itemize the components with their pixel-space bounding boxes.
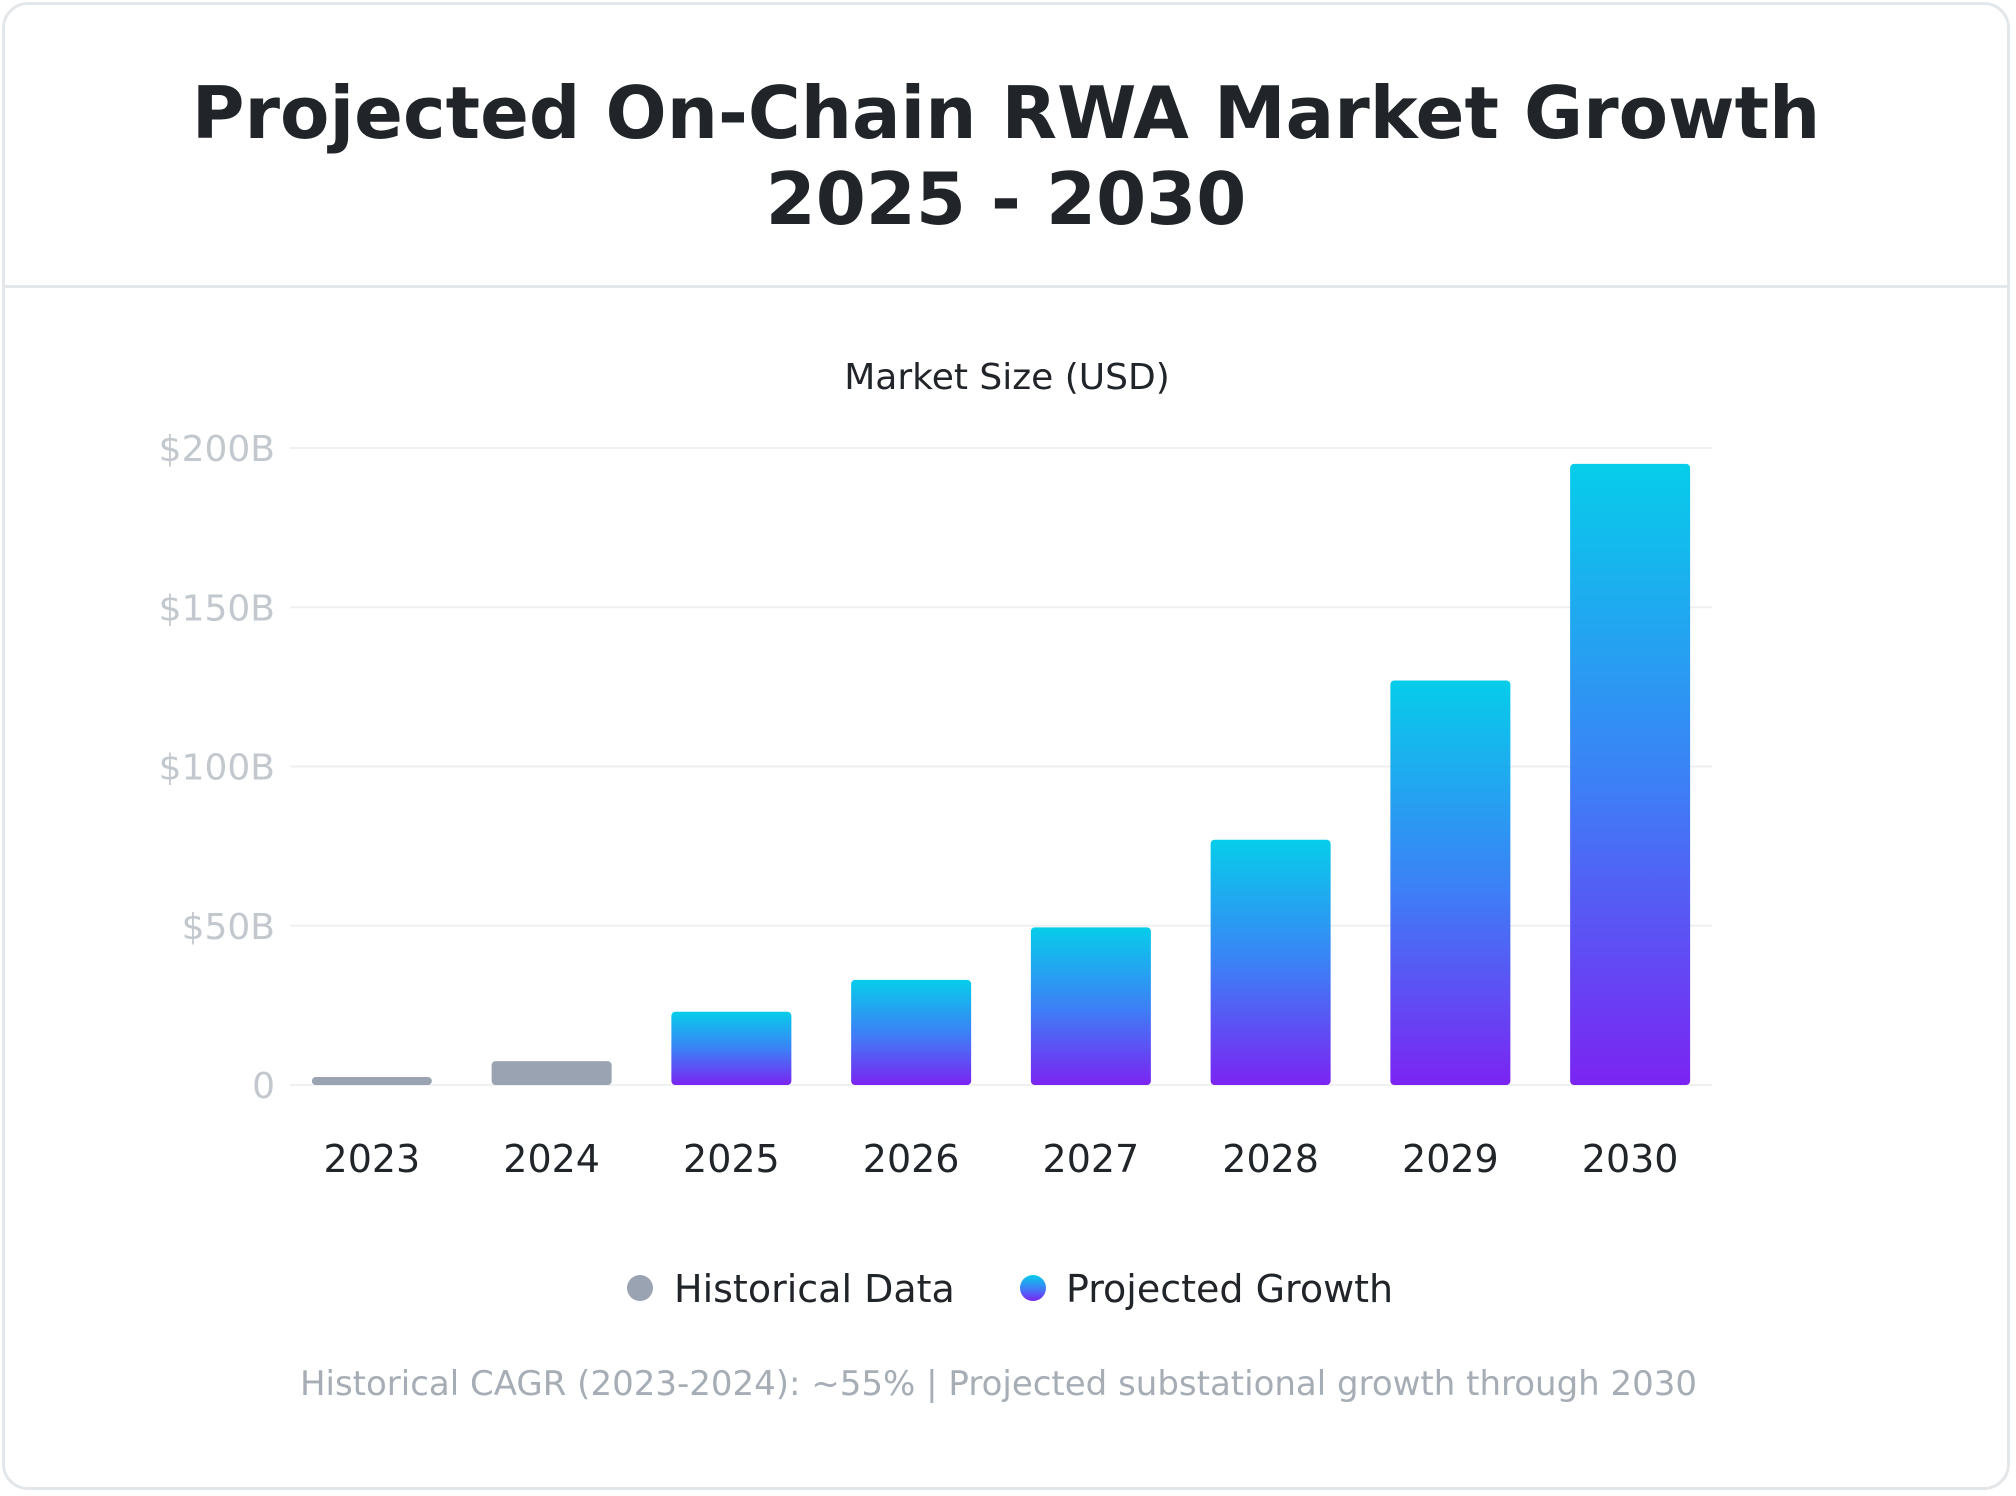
footnote: Historical CAGR (2023-2024): ~55% | Proj… xyxy=(299,1364,1698,1404)
x-tick-label: 2024 xyxy=(503,1137,600,1181)
y-tick-label: $50B xyxy=(182,907,275,948)
legend: Historical Data Projected Growth xyxy=(627,1267,1393,1311)
chart-title: Market Size (USD) xyxy=(844,357,1170,398)
bar-2030 xyxy=(1570,463,1691,1085)
x-axis: 2023 2024 2025 2026 2027 2028 2029 2030 xyxy=(324,1137,1679,1181)
x-tick-label: 2027 xyxy=(1043,1137,1140,1181)
y-tick-label: $100B xyxy=(159,748,275,789)
bar-2026 xyxy=(851,979,972,1085)
legend-label-historical: Historical Data xyxy=(674,1267,955,1311)
x-tick-label: 2028 xyxy=(1222,1137,1319,1181)
x-tick-label: 2030 xyxy=(1582,1137,1679,1181)
x-tick-label: 2029 xyxy=(1402,1137,1499,1181)
x-tick-label: 2026 xyxy=(863,1137,960,1181)
y-tick-label: 0 xyxy=(252,1066,275,1107)
bar-2025 xyxy=(671,1011,792,1085)
x-tick-label: 2023 xyxy=(324,1137,421,1181)
bar-2027 xyxy=(1030,927,1151,1085)
x-tick-label: 2025 xyxy=(683,1137,780,1181)
page-title: Projected On-Chain RWA Market Growth xyxy=(191,71,1821,155)
bar-2023 xyxy=(311,1077,432,1085)
bar-2024 xyxy=(491,1061,612,1085)
y-tick-label: $200B xyxy=(159,429,275,470)
legend-marker-historical xyxy=(627,1275,653,1301)
y-axis: 0 $50B $100B $150B $200B xyxy=(159,429,275,1107)
y-tick-label: $150B xyxy=(159,588,275,629)
bars xyxy=(311,463,1691,1085)
bar-2028 xyxy=(1210,839,1331,1085)
bar-2029 xyxy=(1390,680,1511,1085)
legend-label-projected: Projected Growth xyxy=(1066,1267,1393,1311)
card-header: Projected On-Chain RWA Market Growth 202… xyxy=(5,5,2007,288)
legend-marker-projected xyxy=(1020,1275,1046,1301)
page-subtitle: 2025 - 2030 xyxy=(765,157,1247,241)
